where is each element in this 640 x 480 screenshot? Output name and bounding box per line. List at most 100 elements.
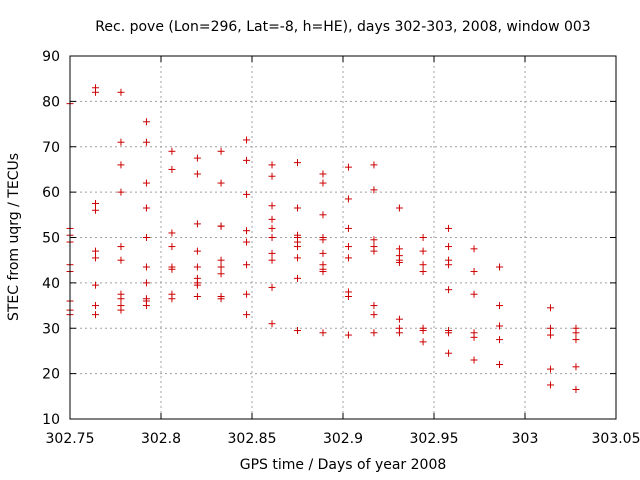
data-point <box>395 245 403 253</box>
data-point <box>572 386 580 394</box>
data-point <box>268 172 276 180</box>
data-point <box>445 286 453 294</box>
data-point <box>294 159 301 167</box>
data-point <box>117 88 125 96</box>
data-point <box>419 268 427 276</box>
data-point <box>395 204 403 212</box>
data-point <box>344 243 352 251</box>
y-axis-label: STEC from uqrg / TECUs <box>6 153 22 321</box>
data-point <box>419 247 427 255</box>
data-point <box>168 229 176 237</box>
grid-lines <box>70 56 616 419</box>
y-tick-label: 90 <box>42 49 60 65</box>
data-point <box>370 186 378 194</box>
data-point <box>142 302 150 310</box>
data-point <box>370 247 378 255</box>
data-point <box>445 329 453 337</box>
data-point <box>419 261 427 269</box>
y-tick-label: 20 <box>42 367 60 383</box>
data-point <box>243 290 251 298</box>
data-point <box>319 236 327 244</box>
data-point <box>243 238 251 246</box>
data-point <box>142 263 150 271</box>
data-point <box>142 138 150 146</box>
data-point <box>117 188 125 196</box>
chart-title: Rec. pove (Lon=296, Lat=-8, h=HE), days … <box>95 19 590 35</box>
data-point <box>243 311 251 319</box>
data-point <box>91 247 99 255</box>
data-point <box>91 311 99 319</box>
data-point <box>91 254 99 262</box>
data-point <box>319 179 327 187</box>
y-tick-label: 50 <box>42 231 60 247</box>
y-tick-label: 80 <box>42 94 60 110</box>
data-point <box>370 161 378 169</box>
data-point <box>193 247 201 255</box>
data-point <box>419 338 427 346</box>
data-point <box>193 154 201 162</box>
data-point <box>419 327 427 335</box>
data-point <box>344 254 352 262</box>
data-point <box>168 295 176 303</box>
data-point <box>91 88 99 96</box>
data-point <box>268 283 276 291</box>
data-point <box>395 329 403 337</box>
x-tick-label: 302.95 <box>410 431 459 447</box>
data-point <box>546 324 554 332</box>
data-point <box>294 243 301 251</box>
data-point <box>91 302 99 310</box>
data-point <box>344 224 352 232</box>
data-point <box>243 227 251 235</box>
data-point <box>117 138 125 146</box>
data-point <box>243 261 251 269</box>
data-point <box>294 254 301 262</box>
data-point <box>217 263 225 271</box>
data-point <box>243 136 251 144</box>
data-point <box>370 236 378 244</box>
data-point <box>268 256 276 264</box>
x-tick-label: 302.85 <box>228 431 277 447</box>
data-point <box>319 170 327 178</box>
data-point <box>395 258 403 266</box>
data-point <box>496 336 504 344</box>
data-point <box>546 381 554 389</box>
data-point <box>572 336 580 344</box>
x-tick-labels: 302.75 302.8 302.85 302.9 302.95 303 303.05 <box>46 431 640 447</box>
data-point <box>142 204 150 212</box>
data-point <box>117 161 125 169</box>
x-tick-label: 302.8 <box>141 431 181 447</box>
y-tick-labels: 10 20 30 40 50 60 70 80 90 <box>42 49 60 428</box>
data-point <box>217 256 225 264</box>
data-point <box>243 156 251 164</box>
data-point <box>193 220 201 228</box>
data-point <box>546 304 554 312</box>
data-point <box>268 224 276 232</box>
data-point <box>445 349 453 357</box>
data-points <box>66 84 580 394</box>
data-point <box>445 261 453 269</box>
data-point <box>193 170 201 178</box>
x-tick-label: 302.75 <box>46 431 95 447</box>
data-point <box>168 243 176 251</box>
data-point <box>117 306 125 314</box>
data-point <box>496 263 504 271</box>
data-point <box>294 327 301 335</box>
data-point <box>268 234 276 241</box>
data-point <box>142 118 150 126</box>
data-point <box>243 190 251 198</box>
data-point <box>496 322 504 330</box>
data-point <box>142 179 150 187</box>
data-point <box>496 302 504 310</box>
data-point <box>117 295 125 303</box>
data-point <box>496 361 504 369</box>
data-point <box>217 179 225 187</box>
y-tick-label: 40 <box>42 276 60 292</box>
data-point <box>168 147 176 155</box>
data-point <box>294 274 301 282</box>
data-point <box>193 292 201 300</box>
data-point <box>370 302 378 310</box>
data-point <box>319 268 327 276</box>
data-point <box>268 202 276 210</box>
data-point <box>470 333 478 341</box>
